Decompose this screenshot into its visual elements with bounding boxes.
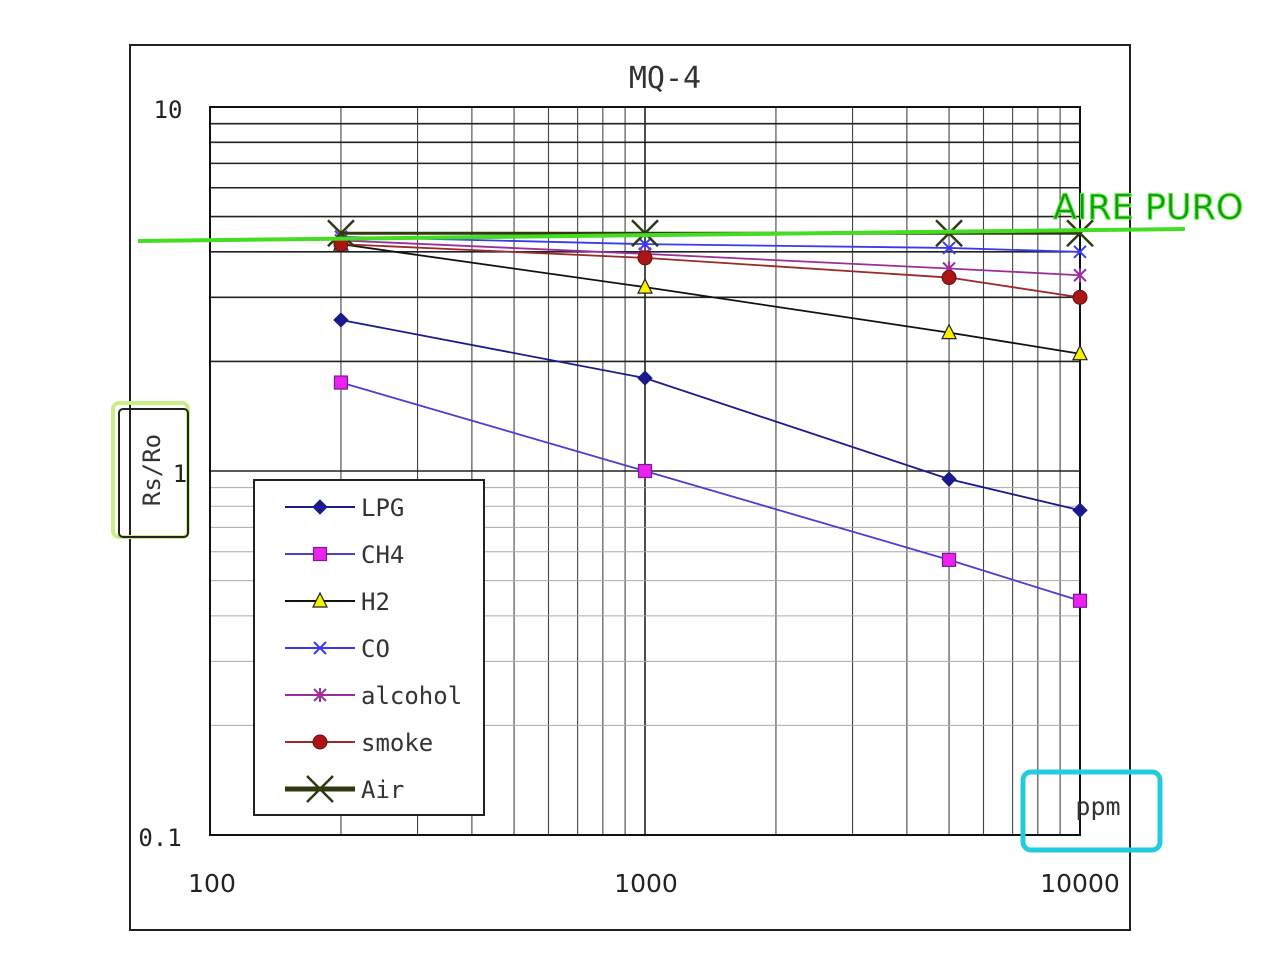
- legend-entries: LPG CH4 H2 CO alcohol smoke Air: [285, 494, 462, 804]
- data-point-ch4: [1072, 593, 1088, 608]
- legend-swatch-marker: [312, 734, 328, 750]
- y-tick-label: 0.1: [138, 824, 181, 852]
- legend-swatch-marker: [306, 775, 334, 803]
- aire-puro-label: AIRE PURO: [1053, 188, 1243, 228]
- y-axis-label: Rs/Ro: [138, 434, 166, 506]
- y-tick-label: 1: [173, 460, 187, 488]
- legend-item-h2: H2: [285, 588, 390, 616]
- legend-item-ch4: CH4: [285, 541, 404, 569]
- legend-item-co: CO: [285, 635, 390, 663]
- data-point-h2: [637, 277, 653, 294]
- data-point-ch4: [941, 552, 957, 567]
- data-point-co: [638, 237, 652, 251]
- data-point-co: [1073, 245, 1087, 259]
- plot-area: [209, 106, 1081, 836]
- legend-swatch-marker: [312, 499, 328, 515]
- data-point-lpg: [637, 370, 653, 386]
- chart-title: MQ-4: [629, 61, 701, 96]
- legend-label: alcohol: [361, 682, 462, 710]
- legend-item-alcohol: alcohol: [285, 682, 462, 710]
- data-point-lpg: [941, 471, 957, 487]
- legend-label: LPG: [361, 494, 404, 522]
- series-ch4: [333, 375, 1088, 608]
- xlabel-highlight: [1020, 769, 1163, 853]
- data-point-ch4: [333, 375, 349, 390]
- x-tick-label: 1000: [614, 869, 678, 898]
- x-axis-label: ppm: [1075, 792, 1120, 821]
- data-point-alcohol: [1073, 268, 1087, 283]
- data-point-ch4: [637, 463, 653, 479]
- legend-label: H2: [361, 588, 390, 616]
- data-point-lpg: [333, 312, 349, 328]
- series-line-h2: [340, 243, 1081, 355]
- data-point-lpg: [1072, 502, 1088, 518]
- series-smoke: [333, 236, 1088, 305]
- data-point-co: [942, 241, 956, 255]
- y-tick-label: 10: [154, 96, 183, 124]
- legend-swatch-marker: [312, 591, 328, 608]
- legend-label: CO: [361, 635, 390, 663]
- legend-item-lpg: LPG: [285, 494, 404, 522]
- aire-puro-line: [137, 227, 1186, 243]
- legend-swatch-marker: [313, 641, 327, 655]
- legend-label: CH4: [361, 541, 404, 569]
- data-point-smoke: [1072, 289, 1088, 305]
- series-co: [334, 230, 1087, 259]
- data-point-h2: [1072, 344, 1088, 361]
- x-tick-label: 100: [188, 869, 236, 898]
- ylabel-inner-box: [118, 408, 189, 538]
- x-tick-label: 10000: [1040, 869, 1120, 898]
- data-point-air: [327, 219, 355, 248]
- data-point-smoke: [941, 270, 957, 286]
- legend-swatch-marker: [313, 688, 327, 702]
- series-line-alcohol: [340, 239, 1081, 277]
- series-line-smoke: [340, 243, 1081, 299]
- series-lpg: [333, 312, 1088, 518]
- series-line-lpg: [340, 319, 1081, 512]
- legend-label: Air: [361, 776, 404, 804]
- legend-label: smoke: [361, 729, 433, 757]
- legend-item-smoke: smoke: [285, 729, 433, 757]
- series-line-ch4: [340, 381, 1081, 602]
- data-point-h2: [941, 323, 958, 340]
- legend-item-air: Air: [285, 775, 404, 804]
- data-point-air: [1066, 219, 1094, 248]
- series-line-co: [340, 235, 1081, 253]
- data-point-smoke: [637, 250, 653, 266]
- legend-swatch-marker: [312, 546, 328, 562]
